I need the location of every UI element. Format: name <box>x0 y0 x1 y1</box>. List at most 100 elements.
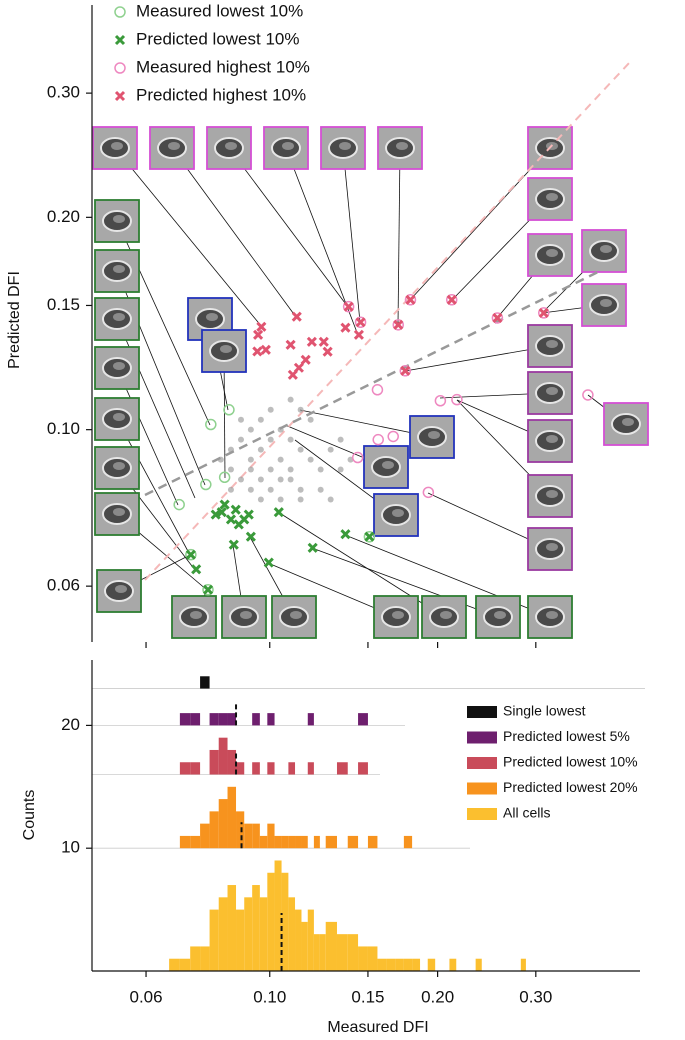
hist-bar <box>336 934 348 971</box>
y-tick-label: 0.20 <box>47 207 80 226</box>
hist-bar <box>307 909 314 971</box>
marker-dot <box>247 426 254 433</box>
marker-circle <box>351 451 364 464</box>
marker-cross <box>191 564 202 575</box>
marker-dot <box>287 396 294 403</box>
cell-highlight <box>111 142 123 150</box>
marker-cross <box>538 307 549 318</box>
hist-bar <box>236 811 245 849</box>
cell-highlight <box>113 362 125 370</box>
marker-dot <box>297 446 304 453</box>
hist-bar <box>218 737 228 775</box>
marker-circle <box>537 307 550 319</box>
cell-highlight <box>546 490 558 498</box>
marker-dot <box>277 426 284 433</box>
marker-dot <box>277 496 284 503</box>
marker-cross <box>225 514 237 525</box>
marker-circle <box>422 486 435 499</box>
marker-cross <box>300 354 311 365</box>
marker-circle <box>404 294 417 306</box>
marker-circle <box>451 393 463 406</box>
marker-cross <box>318 336 329 347</box>
marker-cross <box>291 311 302 322</box>
legend-swatch <box>467 706 497 718</box>
hist-bar <box>347 934 359 971</box>
hist-bar <box>209 749 219 775</box>
marker-circle <box>372 433 384 446</box>
marker-dot <box>297 406 304 413</box>
y-tick-label: 10 <box>61 838 80 857</box>
hist-bar <box>520 958 526 971</box>
hist-bar <box>236 909 245 971</box>
cell-highlight <box>392 611 404 619</box>
hist-bar <box>179 713 191 726</box>
leader-line <box>397 147 401 326</box>
marker-circle <box>392 319 405 331</box>
marker-cross <box>343 301 354 312</box>
marker-circle <box>200 478 212 491</box>
hist-bar <box>227 749 237 775</box>
cell-highlight <box>113 413 125 421</box>
cell-highlight <box>546 387 558 395</box>
hist-bar <box>475 958 482 971</box>
cell-highlight <box>392 509 404 517</box>
marker-cross <box>393 319 404 330</box>
marker-circle <box>445 294 458 306</box>
hist-bar <box>267 713 275 726</box>
x-tick-label: 0.20 <box>421 987 454 1006</box>
hist-bar <box>244 823 253 849</box>
hist-bar <box>190 762 201 775</box>
cell-highlight <box>382 461 394 469</box>
legend-swatch <box>467 731 497 744</box>
hist-bar <box>190 835 201 849</box>
marker-dot <box>337 466 344 473</box>
leader-line <box>409 147 551 301</box>
leader-line <box>311 547 499 618</box>
hist-bar <box>295 835 302 849</box>
leader-line <box>342 147 361 323</box>
hist-bar <box>274 860 282 971</box>
cell-highlight <box>282 142 294 150</box>
marker-dot <box>287 476 294 483</box>
cell-highlight <box>600 299 612 307</box>
cell-highlight <box>225 142 237 150</box>
hist-bar <box>367 946 378 971</box>
hist-bar <box>267 872 275 971</box>
cell-highlight <box>546 340 558 348</box>
leader-line <box>171 147 297 318</box>
marker-cross <box>216 507 227 518</box>
cell-highlight <box>546 193 558 201</box>
marker-dot <box>297 496 304 503</box>
hist-bar <box>403 958 413 971</box>
marker-cross <box>307 542 318 553</box>
hist-bar <box>190 946 201 971</box>
marker-dot <box>237 416 244 423</box>
cell-highlight <box>440 611 452 619</box>
marker-cross <box>400 365 411 376</box>
cell-highlight <box>339 142 351 150</box>
y-tick-label: 0.06 <box>47 576 80 595</box>
marker-dot <box>307 456 314 463</box>
hist-bar <box>281 835 289 849</box>
hist-bar <box>218 897 228 971</box>
marker-dot <box>217 456 224 463</box>
hist-bar <box>209 713 219 726</box>
cell-highlight <box>546 543 558 551</box>
y-tick-label: 20 <box>61 715 80 734</box>
hist-bar <box>252 823 260 849</box>
cell-highlight <box>115 585 127 593</box>
cell-highlight <box>113 313 125 321</box>
marker-dot <box>267 406 274 413</box>
hist-bar <box>403 835 413 849</box>
marker-cross <box>364 531 375 542</box>
marker-cross <box>340 322 351 333</box>
marker-dot <box>267 436 274 443</box>
cell-highlight <box>290 611 302 619</box>
marker-dot <box>257 416 264 423</box>
hist-bar <box>200 823 210 849</box>
leader-line <box>114 147 263 328</box>
cell-highlight <box>168 142 180 150</box>
hist-bar <box>319 934 326 971</box>
marker-circle <box>582 389 594 401</box>
